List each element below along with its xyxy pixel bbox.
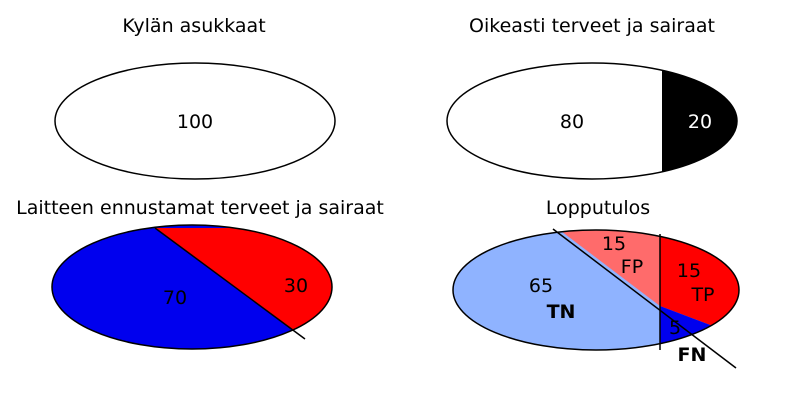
villagers-count: 100: [177, 111, 213, 133]
panel-device-prediction: Laitteen ennustamat terveet ja sairaat 7…: [16, 197, 384, 350]
outcome-diagonal-divider: [552, 228, 737, 369]
predicted-healthy-count: 70: [163, 287, 187, 309]
fp-label: FP: [621, 256, 643, 278]
villagers-ellipse: [54, 62, 336, 180]
predicted-sick-segment: [155, 228, 332, 345]
predicted-sick-count: 30: [284, 275, 308, 297]
fp-segment: [553, 230, 660, 306]
tn-label: TN: [547, 301, 576, 323]
device-prediction-title: Laitteen ennustamat terveet ja sairaat: [16, 197, 384, 219]
panel-true-status: Oikeasti terveet ja sairaat 80 20: [446, 15, 738, 180]
sick-count: 20: [688, 111, 712, 133]
panel-outcome: Lopputulos 65 TN 15 FP 15 TP 5 FN: [452, 197, 740, 369]
prediction-divider: [154, 227, 306, 340]
fn-label: FN: [678, 344, 707, 366]
tp-value: 15: [677, 260, 701, 282]
true-status-ellipse: [446, 62, 738, 180]
panel-villagers: Kylän asukkaat 100: [54, 15, 336, 180]
fp-value: 15: [602, 233, 626, 255]
tn-value: 65: [529, 275, 553, 297]
tp-label: TP: [690, 284, 714, 306]
healthy-count: 80: [560, 111, 584, 133]
villagers-title: Kylän asukkaat: [122, 15, 265, 37]
outcome-title: Lopputulos: [546, 197, 650, 219]
fn-value: 5: [669, 317, 681, 339]
device-prediction-ellipse: [51, 224, 333, 350]
outcome-ellipse: [452, 229, 740, 351]
true-status-title: Oikeasti terveet ja sairaat: [469, 15, 715, 37]
healthy-segment: [447, 63, 662, 179]
